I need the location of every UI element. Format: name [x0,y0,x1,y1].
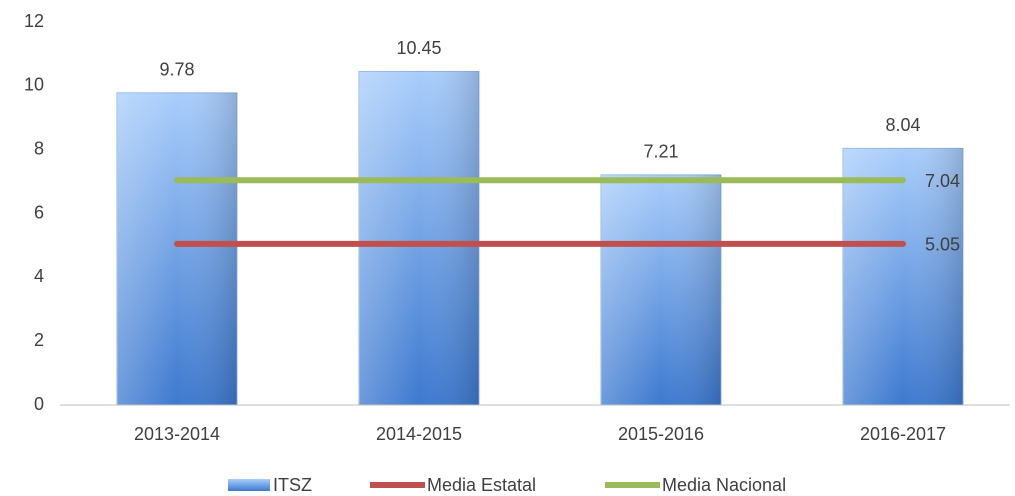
y-tick-label: 0 [34,394,44,414]
legend-label: ITSZ [273,475,312,495]
line-label: 5.05 [925,235,960,255]
x-tick-label: 2013-2014 [134,424,220,444]
bar-label: 8.04 [885,115,920,135]
bar-label: 9.78 [159,60,194,80]
legend-label: Media Estatal [427,475,536,495]
y-tick-label: 4 [34,266,44,286]
legend-swatch [228,479,270,491]
y-tick-label: 2 [34,330,44,350]
y-tick-label: 12 [24,11,44,31]
legend-label: Media Nacional [662,475,786,495]
bar-label: 7.21 [643,142,678,162]
y-tick-label: 10 [24,75,44,95]
bar-shade [843,148,963,405]
x-tick-label: 2016-2017 [860,424,946,444]
bar-shade [117,92,237,405]
bar-label: 10.45 [396,38,441,58]
y-tick-label: 6 [34,202,44,222]
x-tick-label: 2014-2015 [376,424,462,444]
y-tick-label: 8 [34,138,44,158]
bar-shade [359,71,479,406]
x-tick-label: 2015-2016 [618,424,704,444]
line-label: 7.04 [925,171,960,191]
bar-shade [601,174,721,405]
